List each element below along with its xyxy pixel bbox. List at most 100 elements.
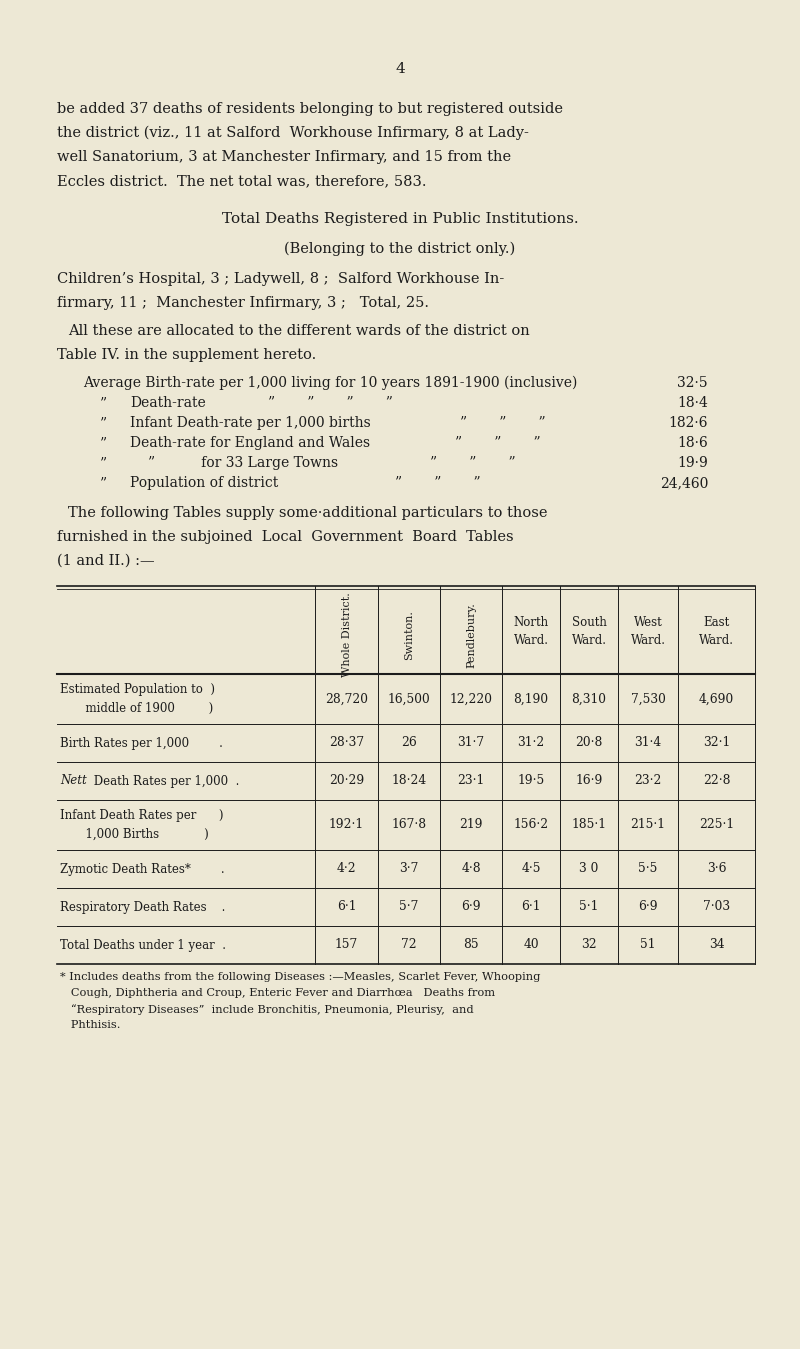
Text: 20·8: 20·8 — [575, 737, 602, 750]
Text: Eccles district.  The net total was, therefore, 583.: Eccles district. The net total was, ther… — [57, 174, 426, 188]
Text: 5·1: 5·1 — [579, 901, 598, 913]
Text: 4: 4 — [395, 62, 405, 76]
Text: 4,690: 4,690 — [699, 692, 734, 706]
Text: 32·5: 32·5 — [678, 376, 708, 390]
Text: 19·5: 19·5 — [518, 774, 545, 788]
Text: 6·9: 6·9 — [461, 901, 481, 913]
Text: 28,720: 28,720 — [325, 692, 368, 706]
Text: 28·37: 28·37 — [329, 737, 364, 750]
Text: Ward.: Ward. — [571, 634, 606, 646]
Text: middle of 1900         ): middle of 1900 ) — [78, 701, 214, 715]
Text: Ward.: Ward. — [699, 634, 734, 646]
Text: ”   ”   ”: ” ” ” — [455, 436, 541, 451]
Text: (Belonging to the district only.): (Belonging to the district only.) — [284, 241, 516, 256]
Text: Death-rate for England and Wales: Death-rate for England and Wales — [130, 436, 370, 451]
Text: 51: 51 — [640, 939, 656, 951]
Text: 6·1: 6·1 — [522, 901, 541, 913]
Text: ”   ”   ”: ” ” ” — [430, 456, 516, 469]
Text: ”: ” — [100, 456, 107, 469]
Text: 215·1: 215·1 — [630, 819, 666, 831]
Text: 22·8: 22·8 — [702, 774, 730, 788]
Text: Estimated Population to  ): Estimated Population to ) — [60, 684, 215, 696]
Text: Children’s Hospital, 3 ; Ladywell, 8 ;  Salford Workhouse In-: Children’s Hospital, 3 ; Ladywell, 8 ; S… — [57, 272, 504, 286]
Text: 23·2: 23·2 — [634, 774, 662, 788]
Text: 5·7: 5·7 — [399, 901, 418, 913]
Text: West: West — [634, 616, 662, 630]
Text: Table IV. in the supplement hereto.: Table IV. in the supplement hereto. — [57, 348, 316, 362]
Text: Phthisis.: Phthisis. — [60, 1020, 121, 1031]
Text: ”: ” — [100, 415, 107, 430]
Text: 4·8: 4·8 — [461, 862, 481, 876]
Text: 34: 34 — [709, 939, 724, 951]
Text: furnished in the subjoined  Local  Government  Board  Tables: furnished in the subjoined Local Governm… — [57, 530, 514, 544]
Text: 85: 85 — [463, 939, 479, 951]
Text: 157: 157 — [335, 939, 358, 951]
Text: East: East — [703, 616, 730, 630]
Text: 31·2: 31·2 — [518, 737, 545, 750]
Text: Cough, Diphtheria and Croup, Enteric Fever and Diarrhœa   Deaths from: Cough, Diphtheria and Croup, Enteric Fev… — [60, 987, 495, 998]
Text: 16·9: 16·9 — [575, 774, 602, 788]
Text: 5·5: 5·5 — [638, 862, 658, 876]
Text: 18·24: 18·24 — [391, 774, 426, 788]
Text: Respiratory Death Rates    .: Respiratory Death Rates . — [60, 901, 226, 913]
Text: Infant Death-rate per 1,000 births: Infant Death-rate per 1,000 births — [130, 415, 370, 430]
Text: “Respiratory Diseases”  include Bronchitis, Pneumonia, Pleurisy,  and: “Respiratory Diseases” include Bronchiti… — [60, 1004, 474, 1014]
Text: 4·2: 4·2 — [337, 862, 356, 876]
Text: ”    for 33 Large Towns: ” for 33 Large Towns — [148, 456, 338, 469]
Text: 23·1: 23·1 — [458, 774, 485, 788]
Text: 1,000 Births            ): 1,000 Births ) — [78, 827, 209, 840]
Text: 7·03: 7·03 — [703, 901, 730, 913]
Text: Ward.: Ward. — [630, 634, 666, 646]
Text: 72: 72 — [401, 939, 417, 951]
Text: * Includes deaths from the following Diseases :—Measles, Scarlet Fever, Whooping: * Includes deaths from the following Dis… — [60, 973, 540, 982]
Text: South: South — [571, 616, 606, 630]
Text: 32: 32 — [581, 939, 597, 951]
Text: 156·2: 156·2 — [514, 819, 549, 831]
Text: firmary, 11 ;  Manchester Infirmary, 3 ;   Total, 25.: firmary, 11 ; Manchester Infirmary, 3 ; … — [57, 295, 429, 310]
Text: 19·9: 19·9 — [678, 456, 708, 469]
Text: Nett: Nett — [60, 774, 86, 788]
Text: 31·7: 31·7 — [458, 737, 485, 750]
Text: 182·6: 182·6 — [669, 415, 708, 430]
Text: Death Rates per 1,000  .: Death Rates per 1,000 . — [90, 774, 239, 788]
Text: 3·6: 3·6 — [706, 862, 726, 876]
Text: ”: ” — [100, 476, 107, 490]
Text: 18·6: 18·6 — [678, 436, 708, 451]
Text: Pendlebury.: Pendlebury. — [466, 602, 476, 668]
Text: 3 0: 3 0 — [579, 862, 598, 876]
Text: 7,530: 7,530 — [630, 692, 666, 706]
Text: 12,220: 12,220 — [450, 692, 493, 706]
Text: Total Deaths Registered in Public Institutions.: Total Deaths Registered in Public Instit… — [222, 212, 578, 227]
Text: 225·1: 225·1 — [699, 819, 734, 831]
Text: 8,190: 8,190 — [514, 692, 549, 706]
Text: Zymotic Death Rates*        .: Zymotic Death Rates* . — [60, 862, 225, 876]
Text: Birth Rates per 1,000        .: Birth Rates per 1,000 . — [60, 737, 223, 750]
Text: Infant Death Rates per      ): Infant Death Rates per ) — [60, 809, 223, 823]
Text: 185·1: 185·1 — [571, 819, 606, 831]
Text: 18·4: 18·4 — [677, 397, 708, 410]
Text: Average Birth-rate per 1,000 living for 10 years 1891-1900 (inclusive): Average Birth-rate per 1,000 living for … — [83, 376, 578, 390]
Text: 3·7: 3·7 — [399, 862, 418, 876]
Text: 32·1: 32·1 — [703, 737, 730, 750]
Text: 24,460: 24,460 — [660, 476, 708, 490]
Text: 4·5: 4·5 — [522, 862, 541, 876]
Text: 167·8: 167·8 — [391, 819, 426, 831]
Text: 6·9: 6·9 — [638, 901, 658, 913]
Text: 6·1: 6·1 — [337, 901, 356, 913]
Text: 192·1: 192·1 — [329, 819, 364, 831]
Text: Ward.: Ward. — [514, 634, 549, 646]
Text: be added 37 deaths of residents belonging to but registered outside: be added 37 deaths of residents belongin… — [57, 103, 563, 116]
Text: (1 and II.) :—: (1 and II.) :— — [57, 554, 154, 568]
Text: Death-rate: Death-rate — [130, 397, 206, 410]
Text: well Sanatorium, 3 at Manchester Infirmary, and 15 from the: well Sanatorium, 3 at Manchester Infirma… — [57, 150, 511, 165]
Text: ”: ” — [100, 436, 107, 451]
Text: 40: 40 — [523, 939, 539, 951]
Text: Whole District.: Whole District. — [342, 592, 351, 677]
Text: ”   ”   ”: ” ” ” — [395, 476, 481, 490]
Text: 16,500: 16,500 — [388, 692, 430, 706]
Text: Population of district: Population of district — [130, 476, 278, 490]
Text: 219: 219 — [459, 819, 482, 831]
Text: ”: ” — [100, 397, 107, 410]
Text: The following Tables supply some·additional particulars to those: The following Tables supply some·additio… — [68, 506, 547, 519]
Text: All these are allocated to the different wards of the district on: All these are allocated to the different… — [68, 324, 530, 339]
